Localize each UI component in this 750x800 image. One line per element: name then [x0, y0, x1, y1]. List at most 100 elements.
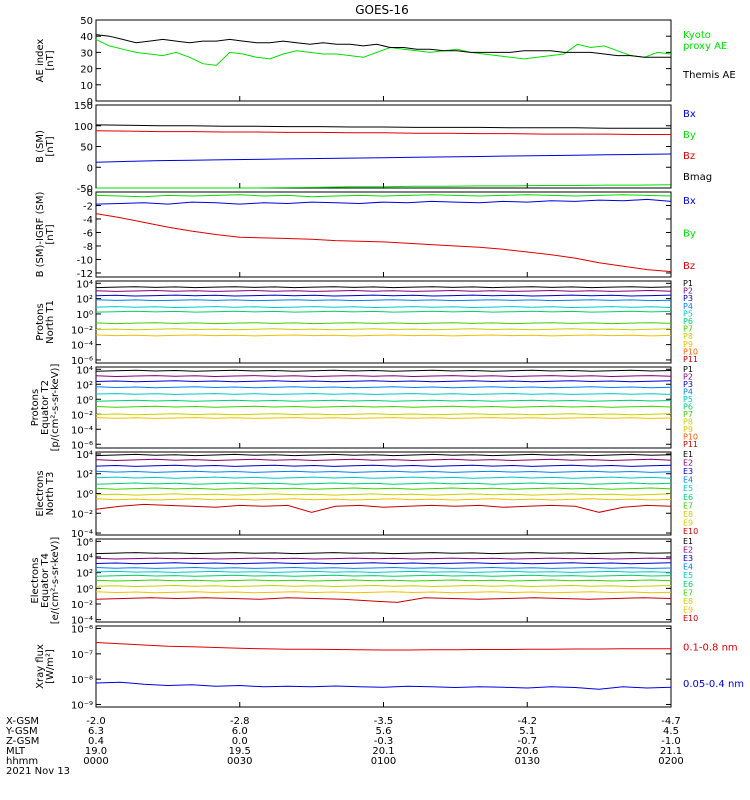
x-tick-label: -2.0 — [86, 716, 106, 727]
y-tick-label: 30 — [80, 48, 93, 59]
y-tick-label: 10⁰ — [76, 490, 93, 501]
series-line-p6 — [95, 310, 672, 313]
y-tick-label: 50 — [80, 16, 93, 27]
legend-label: E3 — [683, 554, 693, 563]
series-line-p5 — [95, 306, 672, 309]
series-line-bmag — [95, 124, 671, 129]
legend-label: P10 — [683, 347, 698, 356]
series-line-e3 — [95, 464, 672, 467]
x-tick-label: 5.1 — [519, 726, 535, 737]
legend-label: E5 — [683, 571, 693, 580]
x-tick-label: 0030 — [227, 756, 252, 767]
legend-label: proxy AE — [683, 41, 727, 52]
y-tick-label: 10⁰ — [76, 395, 93, 406]
y-axis-label: AE index — [35, 39, 46, 83]
x-tick-label: -3.5 — [374, 716, 394, 727]
x-tick-label: 0200 — [658, 756, 683, 767]
series-line-e2 — [95, 557, 672, 560]
series-line-p5 — [95, 393, 672, 395]
x-tick-label: -4.7 — [661, 716, 681, 727]
y-tick-label: 0 — [87, 163, 93, 174]
series-line-e7 — [95, 579, 672, 582]
y-axis-label: [nT] — [45, 224, 56, 244]
legend-label: P10 — [683, 433, 698, 442]
series-line-p7 — [95, 405, 672, 408]
legend-label: E7 — [683, 588, 693, 597]
y-axis-label: [e/(cm²-s-sr-keV)] — [50, 537, 61, 625]
y-tick-label: 10² — [76, 470, 93, 481]
y-tick-label: -50 — [77, 184, 93, 195]
legend-label: E6 — [683, 493, 693, 502]
series-line-p9 — [95, 417, 672, 419]
y-tick-label: 10⁴ — [76, 450, 93, 461]
series-line-e6 — [95, 574, 672, 577]
y-tick-label: 10⁻⁴ — [71, 425, 93, 436]
x-tick-label: 20.6 — [516, 746, 538, 757]
panel-frame — [95, 104, 672, 189]
x-axis-row-label: Y-GSM — [5, 726, 38, 737]
series-line-bz — [95, 130, 671, 135]
y-axis-label: Protons — [30, 389, 41, 426]
x-tick-label: 20.1 — [372, 746, 394, 757]
series-line-e4 — [95, 566, 672, 569]
panel-frame — [95, 191, 672, 278]
y-tick-label: 10⁰ — [76, 310, 93, 321]
x-tick-label: 4.5 — [663, 726, 679, 737]
panel-xray: 10⁻⁹ 10⁻⁸ 10⁻⁷ 10⁻⁶ Xray flux [W/m²] 0.1-0.8 n… — [35, 625, 744, 712]
legend-label: Bz — [683, 261, 695, 272]
legend-label: By — [683, 130, 696, 141]
legend-label: E6 — [683, 580, 693, 589]
legend-label: E1 — [683, 450, 693, 459]
series-line-themis-ae — [95, 34, 671, 58]
y-axis-label: B (SM) — [35, 130, 46, 163]
y-tick-label: 10⁻⁶ — [71, 440, 93, 451]
y-tick-label: 50 — [80, 143, 93, 154]
y-tick-label: 10⁶ — [76, 537, 93, 548]
y-tick-label: 10⁰ — [76, 584, 93, 595]
series-line-bz — [95, 213, 672, 273]
y-tick-label: 10⁻² — [71, 600, 93, 611]
x-axis-row-label: Z-GSM — [6, 736, 39, 747]
y-tick-label: 100 — [74, 122, 93, 133]
legend-label: P2 — [683, 287, 693, 296]
y-tick-label: 10⁻² — [71, 509, 93, 520]
legend-label: Bz — [683, 151, 695, 162]
series-line-0.1-0.8-nm — [95, 642, 671, 651]
y-axis-label: Protons — [35, 303, 46, 340]
panel-pet2: 10⁻⁶ 10⁻⁴ 10⁻² 10⁰ 10² 10⁴ Protons Equator T2 [p… — [30, 364, 698, 452]
y-tick-label: -4 — [83, 215, 93, 226]
panel-frame — [95, 19, 672, 102]
legend-label: E2 — [683, 546, 693, 555]
y-axis-label: [nT] — [45, 50, 56, 70]
y-tick-label: 10² — [76, 380, 93, 391]
legend-label: Themis AE — [682, 70, 736, 81]
legend-label: P5 — [683, 309, 693, 318]
legend-label: 0.1-0.8 nm — [683, 642, 738, 653]
panel-pnt1: 10⁻⁶ 10⁻⁴ 10⁻² 10⁰ 10² 10⁴ Protons North T1 P1P2… — [35, 279, 698, 367]
legend-label: P11 — [683, 355, 698, 364]
series-line-e6 — [95, 482, 672, 485]
series-line-e4 — [95, 470, 672, 473]
y-axis-label: [W/m²] — [45, 649, 56, 684]
y-tick-label: 10⁻⁴ — [71, 529, 93, 540]
y-tick-label: 0 — [87, 188, 93, 199]
y-tick-label: 10⁴ — [76, 365, 93, 376]
panel-bdiff: -12 -10 -8 -6 -4 -2 0 B (SM)-IGRF (SM) [nT] Bx By B… — [35, 188, 696, 280]
legend-label: P7 — [683, 410, 693, 419]
legend-label: E9 — [683, 605, 693, 614]
legend-label: E10 — [683, 614, 698, 623]
y-axis-label: [p/(cm²-s-sr-keV)] — [50, 364, 61, 452]
series-line-e8 — [95, 493, 672, 496]
legend-label: E9 — [683, 518, 693, 527]
x-axis-row-label: MLT — [6, 746, 26, 757]
legend-label: Kyoto — [683, 30, 711, 41]
y-tick-label: 10⁻⁴ — [71, 341, 93, 352]
series-line-bx — [95, 198, 672, 205]
y-axis-label: B (SM)-IGRF (SM) — [35, 192, 46, 278]
y-tick-label: -12 — [77, 269, 93, 280]
y-axis-label: Xray flux — [35, 644, 46, 689]
legend-label: E1 — [683, 537, 693, 546]
